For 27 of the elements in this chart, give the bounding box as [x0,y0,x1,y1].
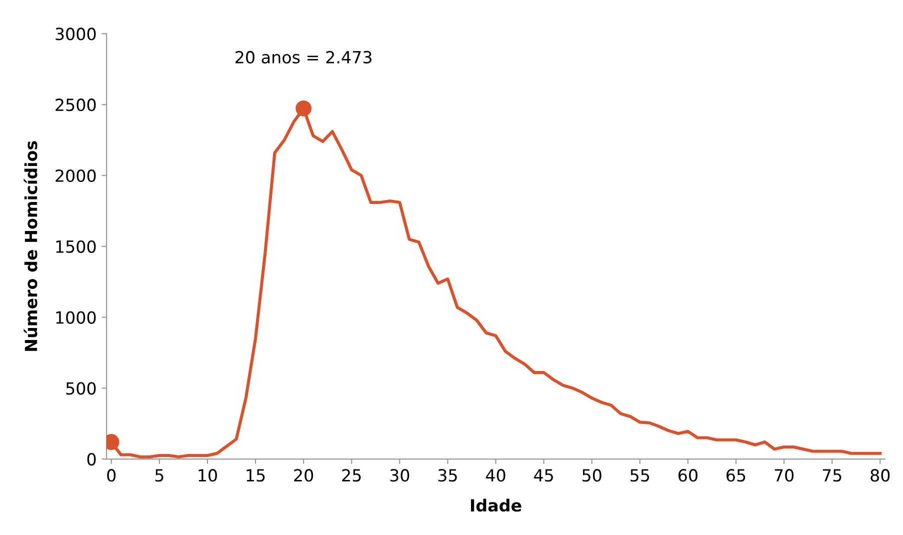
x-tick-label: 70 [774,469,794,482]
y-tick-label: 0 [87,452,96,466]
x-tick-label: 80 [870,469,890,482]
x-tick-label: 5 [155,469,164,482]
x-tick-label: 60 [678,469,698,482]
x-tick-label: 75 [822,469,842,482]
x-axis-title: Idade [470,498,522,512]
annotation: 20 anos = 2.473 [236,50,372,64]
x-tick-label: 55 [630,469,650,482]
x-tick-label: 35 [438,469,457,482]
x-tick-label: 50 [582,469,602,482]
y-tick-label: 2500 [56,98,96,112]
y-tick-label: 2000 [56,169,96,182]
y-tick-label: 1500 [56,240,96,253]
y-tick-label: 3000 [56,28,96,40]
x-tick-label: 25 [342,469,361,482]
y-tick-label: 1000 [56,311,96,324]
x-tick-label: 15 [246,469,265,482]
x-tick-label: 65 [726,469,746,482]
x-tick-label: 40 [486,469,506,482]
x-tick-label: 45 [534,469,553,482]
x-tick-label: 10 [198,469,217,482]
y-tick-label: 500 [66,382,96,395]
x-tick-label: 20 [294,469,314,482]
x-tick-label: 0 [107,469,116,482]
x-tick-label: 30 [390,469,410,482]
y-axis-title: Número de Homicídios [24,141,38,351]
